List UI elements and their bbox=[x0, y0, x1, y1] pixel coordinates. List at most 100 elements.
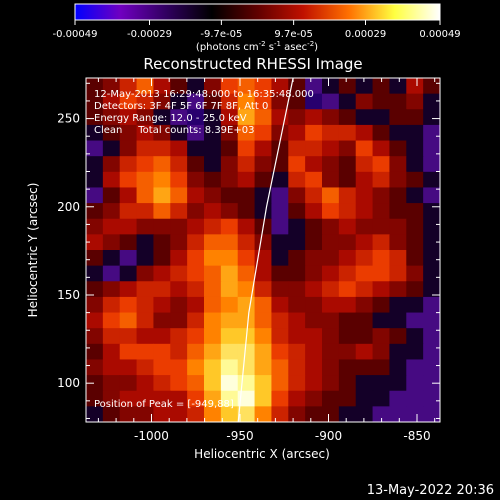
heatmap-cell bbox=[389, 124, 407, 142]
heatmap-cell bbox=[237, 109, 256, 126]
heatmap-cell bbox=[389, 343, 407, 361]
heatmap-cell bbox=[305, 250, 323, 267]
heatmap-cell bbox=[187, 171, 205, 189]
heatmap-cell bbox=[204, 156, 222, 173]
heatmap-cell bbox=[187, 343, 205, 361]
x-axis-label: Heliocentric X (arcsec) bbox=[194, 447, 330, 461]
colorbar-tick-label: 0.00049 bbox=[419, 29, 460, 40]
heatmap-cell bbox=[86, 171, 104, 189]
heatmap-cell bbox=[288, 375, 306, 392]
heatmap-cell bbox=[237, 156, 256, 173]
heatmap-cell bbox=[153, 93, 171, 110]
heatmap-cell bbox=[119, 406, 138, 422]
heatmap-cell bbox=[254, 406, 273, 422]
heatmap-cell bbox=[271, 265, 289, 282]
heatmap-cell bbox=[355, 343, 374, 361]
heatmap-cell bbox=[220, 140, 239, 157]
heatmap-cell bbox=[254, 124, 273, 142]
y-tick-label: 200 bbox=[57, 200, 80, 214]
heatmap-cell bbox=[305, 406, 323, 422]
heatmap-cell bbox=[220, 109, 239, 126]
heatmap-cell bbox=[102, 265, 121, 282]
heatmap-cell bbox=[355, 250, 374, 267]
heatmap-cell bbox=[204, 406, 222, 422]
heatmap-cell bbox=[153, 234, 171, 251]
colorbar: -0.00049 -0.00029 -9.7e-05 9.7e-05 0.00029 0.… bbox=[53, 3, 461, 53]
heatmap-cell bbox=[389, 265, 407, 282]
heatmap-cell bbox=[136, 187, 155, 204]
heatmap-cell bbox=[406, 124, 424, 142]
heatmap-cell bbox=[372, 359, 391, 376]
info-line-clean: Clean Total counts: 8.39E+03 bbox=[94, 125, 254, 136]
heatmap-cell bbox=[187, 109, 205, 126]
heatmap-cell bbox=[305, 140, 323, 157]
plot-frame bbox=[85, 77, 441, 423]
heatmap-cell bbox=[322, 359, 340, 376]
heatmap-cell bbox=[254, 343, 273, 361]
heatmap-cell bbox=[102, 203, 121, 220]
heatmap-cell bbox=[322, 78, 340, 95]
colorbar-tick-label: -0.00049 bbox=[53, 29, 98, 40]
heatmap-cell bbox=[271, 328, 289, 345]
heatmap-cell bbox=[305, 156, 323, 173]
heatmap-cell bbox=[136, 265, 155, 282]
heatmap-cell bbox=[136, 312, 155, 329]
y-tick-label: 250 bbox=[57, 112, 80, 126]
heatmap-cell bbox=[355, 93, 374, 110]
heatmap-cell bbox=[187, 359, 205, 376]
heatmap-cell bbox=[204, 265, 222, 282]
heatmap-cell bbox=[322, 171, 340, 189]
heatmap-cell bbox=[204, 187, 222, 204]
heatmap-cell bbox=[86, 328, 104, 345]
colorbar-tick-label: -9.7e-05 bbox=[200, 29, 242, 40]
heatmap-cell bbox=[254, 296, 273, 314]
heatmap-cell bbox=[187, 124, 205, 142]
heatmap-cell bbox=[305, 171, 323, 189]
heatmap-cell bbox=[355, 124, 374, 142]
heatmap-cell bbox=[153, 218, 171, 235]
heatmap-cell bbox=[355, 187, 374, 204]
heatmap-cell bbox=[187, 78, 205, 95]
heatmap-cell bbox=[389, 187, 407, 204]
heatmap-cell bbox=[389, 406, 407, 422]
x-tick-label: -950 bbox=[226, 429, 253, 443]
heatmap-cell bbox=[119, 296, 138, 314]
heatmap-cell bbox=[136, 171, 155, 189]
heatmap-cell bbox=[204, 390, 222, 407]
heatmap-cell bbox=[119, 390, 138, 407]
heatmap-cell bbox=[423, 328, 440, 345]
heatmap-cell bbox=[187, 140, 205, 157]
heatmap-cell bbox=[254, 109, 273, 126]
heatmap-cell bbox=[136, 406, 155, 422]
heatmap-cell bbox=[119, 203, 138, 220]
heatmap-cell bbox=[271, 124, 289, 142]
heatmap-cell bbox=[204, 218, 222, 235]
heatmap-cell bbox=[423, 296, 440, 314]
heatmap-cell bbox=[187, 234, 205, 251]
heatmap-cell bbox=[305, 359, 323, 376]
heatmap-cell bbox=[170, 343, 188, 361]
colorbar-tick-label: -0.00029 bbox=[127, 29, 172, 40]
heatmap-cell bbox=[254, 281, 273, 298]
heatmap-cell bbox=[423, 218, 440, 235]
heatmap-cell bbox=[288, 109, 306, 126]
heatmap-cell bbox=[406, 390, 424, 407]
heatmap-cell bbox=[237, 406, 256, 422]
heatmap-cell bbox=[338, 343, 357, 361]
heatmap-cell bbox=[136, 78, 155, 95]
heatmap-cell bbox=[355, 281, 374, 298]
heatmap-cell bbox=[204, 171, 222, 189]
heatmap-cell bbox=[136, 124, 155, 142]
heatmap-cell bbox=[170, 171, 188, 189]
heatmap-cell bbox=[355, 296, 374, 314]
y-axis-label: Heliocentric Y (arcsec) bbox=[26, 183, 40, 318]
heatmap-cell bbox=[389, 250, 407, 267]
heatmap-cell bbox=[170, 93, 188, 110]
heatmap-cell bbox=[187, 296, 205, 314]
heatmap-cell bbox=[136, 140, 155, 157]
info-line-detectors: Detectors: 3F 4F 5F 6F 7F 8F, Att 0 bbox=[94, 101, 268, 112]
heatmap-cell bbox=[338, 124, 357, 142]
heatmap-cell bbox=[153, 171, 171, 189]
heatmap-cell bbox=[288, 234, 306, 251]
heatmap-cell bbox=[153, 312, 171, 329]
